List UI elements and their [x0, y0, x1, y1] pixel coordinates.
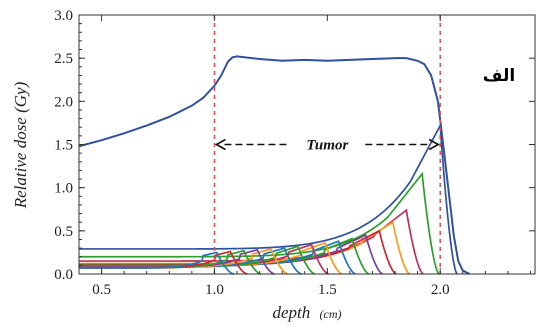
tumor-arrow-left-head — [214, 138, 226, 151]
x-tick-label: 0.5 — [92, 282, 111, 298]
y-tick-label: 2.0 — [54, 94, 73, 110]
pristine-peak-curve-3 — [79, 208, 424, 275]
y-tick-label: 3.0 — [54, 8, 73, 24]
y-tick-label: 2.5 — [54, 51, 73, 67]
y-tick-label: 0.0 — [54, 267, 73, 283]
sobp-curve — [78, 55, 470, 275]
pristine-peak-curve-2 — [79, 171, 440, 275]
tumor-arrow-right-head — [428, 138, 440, 151]
panel-label: الف — [483, 66, 515, 86]
y-axis-title: Relative dose (Gy) — [11, 81, 30, 209]
x-axis-label: depth — [272, 303, 310, 322]
pristine-peak-curve-1 — [79, 122, 458, 275]
pristine-peak-curve-17 — [79, 251, 234, 275]
x-axis-title: depth (cm) — [272, 303, 341, 322]
axis-ticks: 0.5 1.0 1.5 2.0 0.0 0.5 1.0 1.5 2.0 2.5 3.0 — [54, 8, 535, 298]
plot-area — [78, 15, 470, 275]
y-tick-label: 0.5 — [54, 224, 73, 240]
tumor-label: Tumor — [306, 138, 348, 154]
x-tick-label: 2.0 — [431, 282, 450, 298]
y-tick-label: 1.0 — [54, 181, 73, 197]
x-axis-unit: (cm) — [320, 307, 342, 321]
x-tick-label: 1.0 — [205, 282, 224, 298]
x-tick-label: 1.5 — [318, 282, 337, 298]
y-tick-label: 1.5 — [54, 138, 73, 154]
